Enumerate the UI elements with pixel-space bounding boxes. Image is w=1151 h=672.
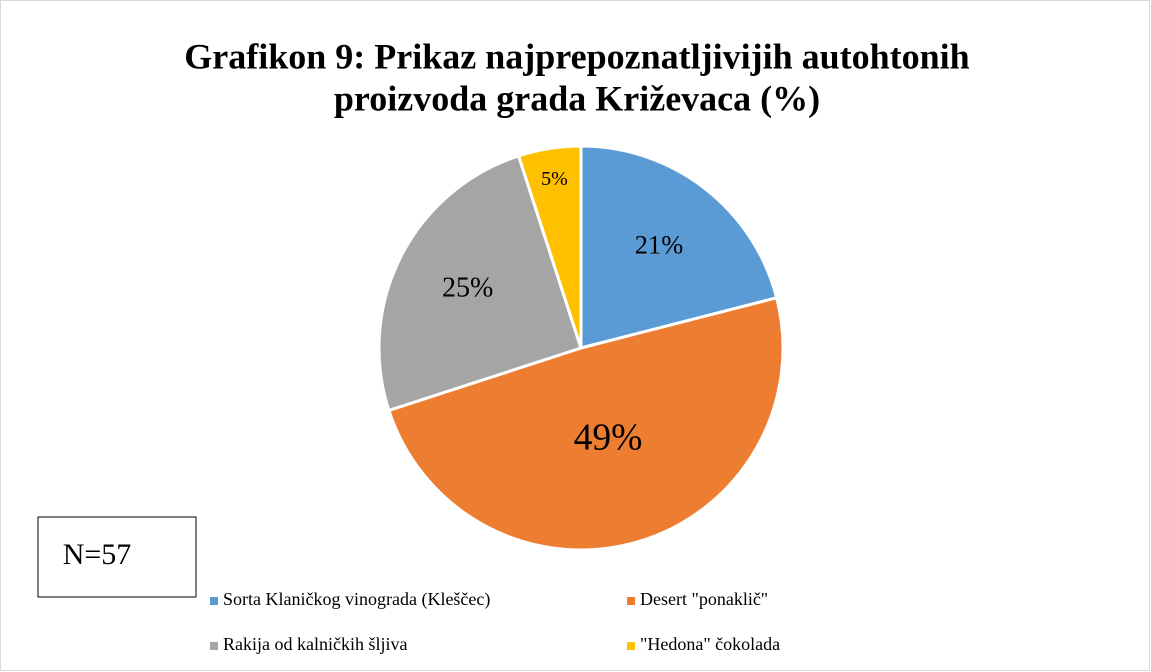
data-label: 5% (541, 168, 568, 190)
legend-swatch (210, 597, 218, 605)
legend-label: "Hedona" čokolada (640, 634, 780, 654)
legend-swatch (627, 642, 635, 650)
pie-slice (579, 144, 779, 350)
legend-label: Sorta Klaničkog vinograda (Kleščec) (223, 589, 490, 610)
legend-swatch (627, 597, 635, 605)
chart-title: Grafikon 9: Prikaz najprepoznatljivijih … (184, 36, 969, 76)
pie-slice (516, 144, 583, 349)
chart-title: proizvoda grada Križevaca (%) (334, 78, 820, 118)
annotation: N=57 (63, 538, 132, 571)
data-label: 25% (442, 273, 493, 304)
legend-label: Rakija od kalničkih šljiva (223, 634, 407, 654)
legend-swatch (210, 642, 218, 650)
pie-slice (377, 153, 583, 413)
data-label: 21% (635, 230, 683, 260)
data-label: 49% (574, 418, 643, 459)
legend-label: Desert "ponaklič" (640, 589, 768, 609)
annotation-box (37, 516, 197, 598)
pie-slice (386, 295, 785, 552)
